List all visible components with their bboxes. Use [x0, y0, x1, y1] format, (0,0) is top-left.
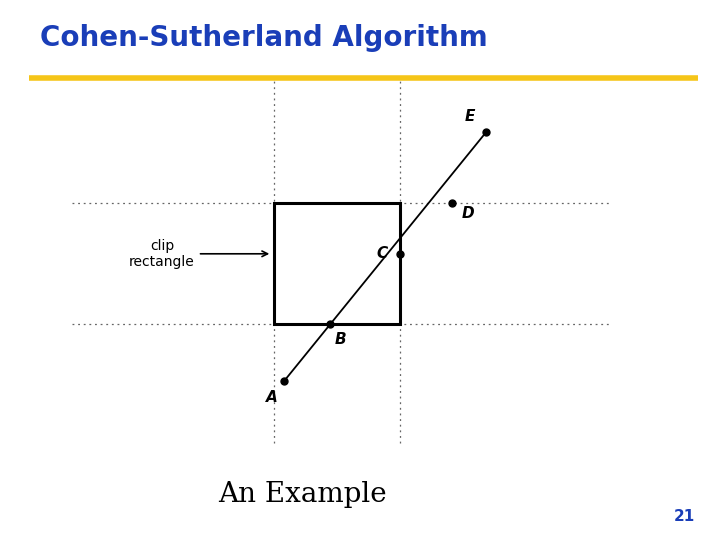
Text: clip
rectangle: clip rectangle — [129, 239, 268, 269]
Text: B: B — [335, 332, 346, 347]
Text: 21: 21 — [673, 509, 695, 524]
Text: An Example: An Example — [218, 481, 387, 508]
Text: E: E — [465, 109, 475, 124]
Text: C: C — [377, 246, 388, 261]
Text: D: D — [462, 206, 474, 221]
Text: A: A — [266, 390, 277, 406]
Text: Cohen-Sutherland Algorithm: Cohen-Sutherland Algorithm — [40, 24, 487, 52]
Bar — [274, 202, 400, 324]
